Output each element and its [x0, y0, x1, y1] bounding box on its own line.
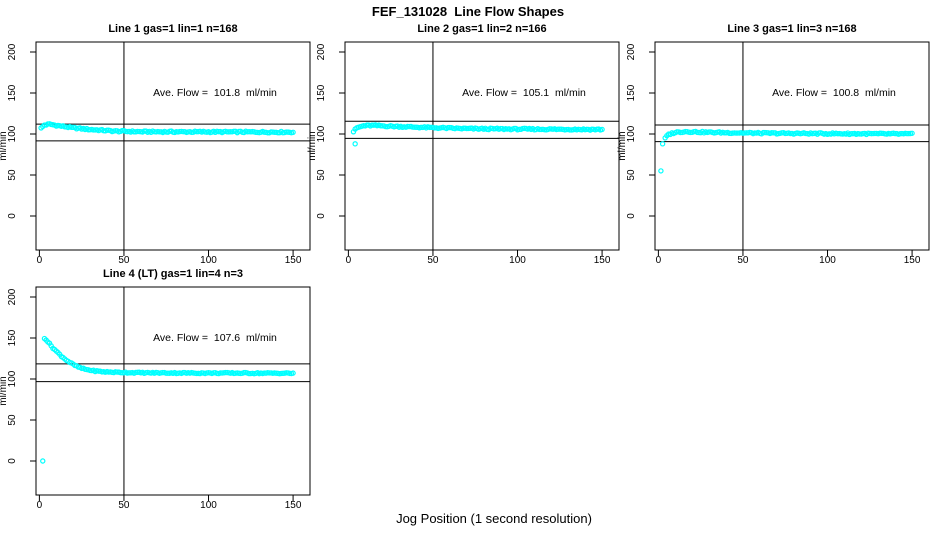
- y-axis-label: ml/min: [0, 376, 9, 405]
- figure-title: FEF_131028 Line Flow Shapes: [371, 4, 565, 19]
- panel-line-4-plot: 0 50 100 150 200 0 50 100 150 ml/min Line 4 (LT) g…: [0, 268, 311, 511]
- y-tick-label: 200: [626, 43, 637, 60]
- y-tick-label: 0: [7, 458, 18, 464]
- ave-flow-annotation: Ave. Flow = 107.6 ml/min: [153, 332, 277, 344]
- data-point: [290, 129, 296, 135]
- x-tick-label: 0: [37, 255, 43, 266]
- outlier-point: [658, 168, 664, 174]
- plot-box: [35, 41, 311, 251]
- outlier-point: [40, 458, 46, 464]
- x-tick-label: 100: [200, 500, 217, 511]
- y-tick-label: 150: [316, 84, 327, 101]
- y-tick-label: 0: [7, 213, 18, 219]
- y-tick-label: 150: [7, 329, 18, 346]
- panel-line-1-plot: 0 50 100 150 200 0 50 100 150 ml/min Line 1 gas=1 …: [0, 23, 311, 266]
- panel-title: Line 2 gas=1 lin=2 n=166: [417, 23, 546, 35]
- figure-xlabel: Jog Position (1 second resolution): [396, 511, 592, 526]
- y-axis-label: ml/min: [617, 131, 628, 160]
- ave-flow-annotation: Ave. Flow = 101.8 ml/min: [153, 87, 277, 99]
- y-tick-label: 50: [7, 169, 18, 181]
- y-tick-label: 200: [316, 43, 327, 60]
- x-tick-label: 100: [819, 255, 836, 266]
- x-tick-label: 50: [118, 500, 130, 511]
- x-tick-label: 100: [509, 255, 526, 266]
- ave-flow-annotation: Ave. Flow = 100.8 ml/min: [772, 87, 896, 99]
- plot-box: [35, 286, 311, 496]
- panel-line-2-plot: 0 50 100 150 200 0 50 100 150 ml/min Line 2 gas=1 …: [307, 23, 620, 266]
- y-tick-label: 100: [7, 370, 18, 387]
- x-tick-label: 100: [200, 255, 217, 266]
- x-tick-label: 150: [285, 500, 302, 511]
- x-tick-label: 0: [346, 255, 352, 266]
- y-tick-label: 150: [7, 84, 18, 101]
- data-point: [909, 130, 915, 136]
- x-tick-label: 50: [118, 255, 130, 266]
- x-tick-label: 150: [285, 255, 302, 266]
- data-point: [599, 126, 605, 133]
- plot-box: [654, 41, 930, 251]
- x-tick-label: 50: [737, 255, 749, 266]
- y-tick-label: 100: [626, 125, 637, 142]
- y-tick-label: 200: [7, 288, 18, 305]
- y-tick-label: 200: [7, 43, 18, 60]
- y-axis-label: ml/min: [307, 131, 318, 160]
- x-tick-label: 50: [427, 255, 439, 266]
- y-tick-label: 100: [7, 125, 18, 142]
- data-points: [658, 128, 915, 174]
- y-tick-label: 0: [626, 213, 637, 219]
- outlier-point: [659, 141, 666, 147]
- plot-box: [344, 41, 620, 251]
- data-points: [38, 121, 296, 136]
- y-tick-label: 50: [316, 169, 327, 181]
- data-points: [350, 122, 605, 147]
- panel-title: Line 1 gas=1 lin=1 n=168: [108, 23, 237, 35]
- data-points: [40, 335, 296, 464]
- panel-line-3-plot: 0 50 100 150 200 0 50 100 150 ml/min Line 3 gas=1 …: [617, 23, 930, 266]
- y-tick-label: 150: [626, 84, 637, 101]
- ave-flow-annotation: Ave. Flow = 105.1 ml/min: [462, 87, 586, 99]
- x-tick-label: 0: [656, 255, 662, 266]
- x-tick-label: 150: [594, 255, 611, 266]
- y-tick-label: 50: [626, 169, 637, 181]
- x-tick-label: 0: [37, 500, 43, 511]
- panel-title: Line 3 gas=1 lin=3 n=168: [727, 23, 856, 35]
- y-tick-label: 100: [316, 125, 327, 142]
- panel-title: Line 4 (LT) gas=1 lin=4 n=3: [103, 268, 243, 280]
- y-tick-label: 50: [7, 414, 18, 426]
- x-tick-label: 150: [904, 255, 921, 266]
- y-axis-label: ml/min: [0, 131, 9, 160]
- data-point: [290, 370, 296, 376]
- outlier-point: [352, 141, 358, 147]
- y-tick-label: 0: [316, 213, 327, 219]
